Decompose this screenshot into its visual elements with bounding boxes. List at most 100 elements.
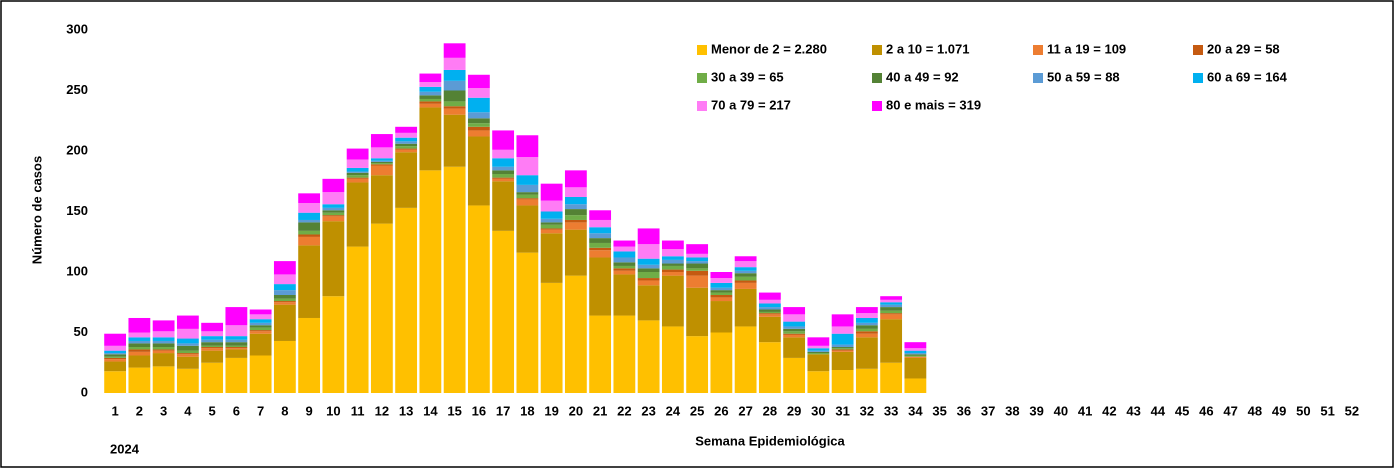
bar-segment (273, 294, 296, 299)
bar-segment (225, 345, 248, 348)
x-tick-label: 50 (1296, 403, 1310, 418)
bar-segment (298, 219, 321, 223)
bar-segment (273, 274, 296, 285)
x-tick-label: 48 (1248, 403, 1262, 418)
x-tick-label: 46 (1199, 403, 1213, 418)
bar-segment (322, 212, 345, 216)
bar-segment (564, 229, 587, 276)
bar-segment (710, 292, 733, 295)
bar-segment (807, 350, 830, 352)
legend-label: 40 a 49 = 92 (886, 69, 959, 84)
legend-label: Menor de 2 = 2.280 (711, 41, 827, 56)
x-tick-label: 1 (112, 403, 119, 418)
bar-segment (128, 343, 151, 348)
x-tick-label: 29 (787, 403, 801, 418)
x-tick-label: 11 (351, 403, 365, 418)
bar-segment (686, 275, 709, 288)
bar-segment (783, 326, 806, 329)
bar-segment (201, 348, 224, 351)
bar-segment (395, 146, 418, 149)
bar-segment (904, 348, 927, 351)
bar-segment (540, 211, 563, 219)
bar-segment (346, 172, 369, 176)
bar-segment (104, 359, 127, 362)
bar-segment (734, 267, 757, 271)
bar-segment (370, 223, 393, 393)
bar-segment (346, 148, 369, 160)
x-axis-title: Semana Epidemiológica (695, 433, 845, 448)
bar-segment (370, 164, 393, 166)
bar-segment (904, 356, 927, 358)
bar-segment (346, 175, 369, 178)
bar-segment (564, 170, 587, 188)
x-tick-label: 33 (884, 403, 898, 418)
bar-segment (225, 348, 248, 350)
bar-segment (661, 265, 684, 270)
bar-segment (104, 353, 127, 355)
bar-segment (152, 337, 175, 341)
bar-segment (322, 215, 345, 217)
x-tick-label: 10 (326, 403, 340, 418)
x-tick-label: 13 (399, 403, 413, 418)
bar-segment (637, 264, 660, 269)
legend-label: 30 a 39 = 65 (711, 69, 784, 84)
bar-segment (516, 194, 539, 199)
bar-segment (540, 222, 563, 225)
bar-segment (322, 296, 345, 393)
bar-segment (249, 327, 272, 331)
bar-segment (443, 108, 466, 115)
bar-segment (249, 322, 272, 326)
bar-segment (734, 288, 757, 327)
bar-segment (637, 278, 660, 281)
y-tick-label: 100 (66, 263, 88, 278)
y-tick-label: 50 (74, 324, 88, 339)
bar-segment (152, 340, 175, 344)
x-tick-label: 43 (1126, 403, 1140, 418)
bar-segment (104, 354, 127, 357)
bar-segment (710, 290, 733, 293)
bar-segment (273, 290, 296, 295)
bar-segment (758, 303, 781, 308)
bar-segment (904, 350, 927, 354)
legend-swatch (697, 45, 707, 55)
bar-segment (322, 216, 345, 222)
bar-segment (855, 328, 878, 332)
bar-segment (831, 314, 854, 327)
bar-segment (516, 175, 539, 185)
bar-segment (443, 57, 466, 70)
bar-segment (346, 167, 369, 172)
bar-segment (298, 236, 321, 246)
bar-segment (419, 86, 442, 92)
legend-swatch (1033, 73, 1043, 83)
bar-segment (176, 354, 199, 357)
bar-segment (855, 322, 878, 326)
bar-segment (492, 173, 515, 178)
bar-segment (201, 347, 224, 349)
x-tick-label: 47 (1223, 403, 1237, 418)
x-tick-label: 34 (908, 403, 923, 418)
bar-segment (273, 284, 296, 291)
bar-segment (661, 249, 684, 257)
bar-segment (661, 263, 684, 266)
bar-segment (564, 215, 587, 220)
bar-segment (831, 349, 854, 351)
bar-segment (201, 339, 224, 343)
bar-segment (225, 349, 248, 358)
bar-segment (540, 282, 563, 393)
bar-segment (783, 331, 806, 334)
bar-segment (201, 331, 224, 337)
bar-segment (298, 234, 321, 237)
bar-segment (686, 336, 709, 393)
bar-segment (176, 315, 199, 329)
x-tick-label: 8 (281, 403, 288, 418)
bar-segment (201, 322, 224, 332)
bar-segment (128, 340, 151, 344)
bar-segment (370, 134, 393, 148)
bar-segment (564, 204, 587, 210)
x-tick-label: 42 (1102, 403, 1116, 418)
legend-swatch (1193, 73, 1203, 83)
x-tick-label: 15 (447, 403, 461, 418)
bar-segment (492, 178, 515, 182)
bar-segment (783, 328, 806, 332)
